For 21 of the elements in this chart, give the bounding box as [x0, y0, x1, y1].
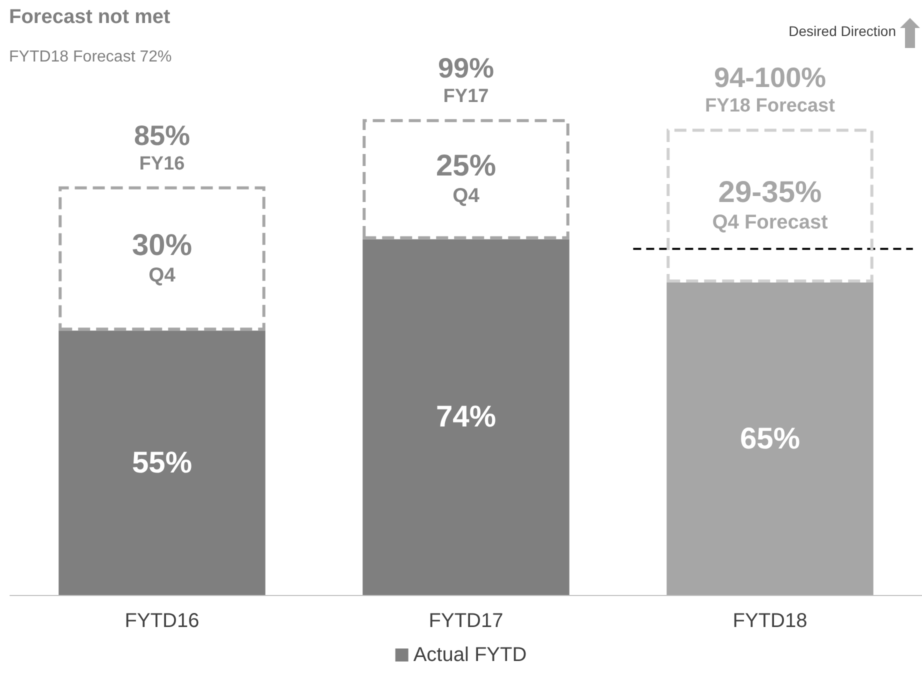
bar	[58, 186, 266, 331]
data-label: 55%	[132, 446, 192, 480]
chart-subtitle: FYTD18 Forecast 72%	[9, 48, 172, 66]
total-label: 94-100% FY18 Forecast	[705, 62, 836, 117]
chart-title: Forecast not met	[9, 6, 170, 28]
x-tick-label: FYTD17	[428, 610, 504, 632]
bar	[58, 330, 266, 595]
text: Desired Direction	[788, 23, 896, 39]
x-tick-label: FYTD16	[124, 610, 200, 632]
bar	[362, 119, 570, 240]
legend-label: Actual FYTD	[413, 644, 527, 666]
x-tick-label: FYTD18	[732, 610, 808, 632]
total-label: 85% FY16	[134, 120, 190, 174]
annotation: 29-35% Q4 Forecast	[712, 176, 828, 234]
bar	[666, 128, 874, 283]
data-label: 65%	[740, 422, 800, 456]
data-label: 25% Q4	[436, 150, 496, 208]
data-label: 74%	[436, 400, 496, 434]
total-label: 99% FY17	[438, 52, 494, 108]
data-label: 30% Q4	[132, 229, 192, 287]
bar	[362, 239, 570, 595]
